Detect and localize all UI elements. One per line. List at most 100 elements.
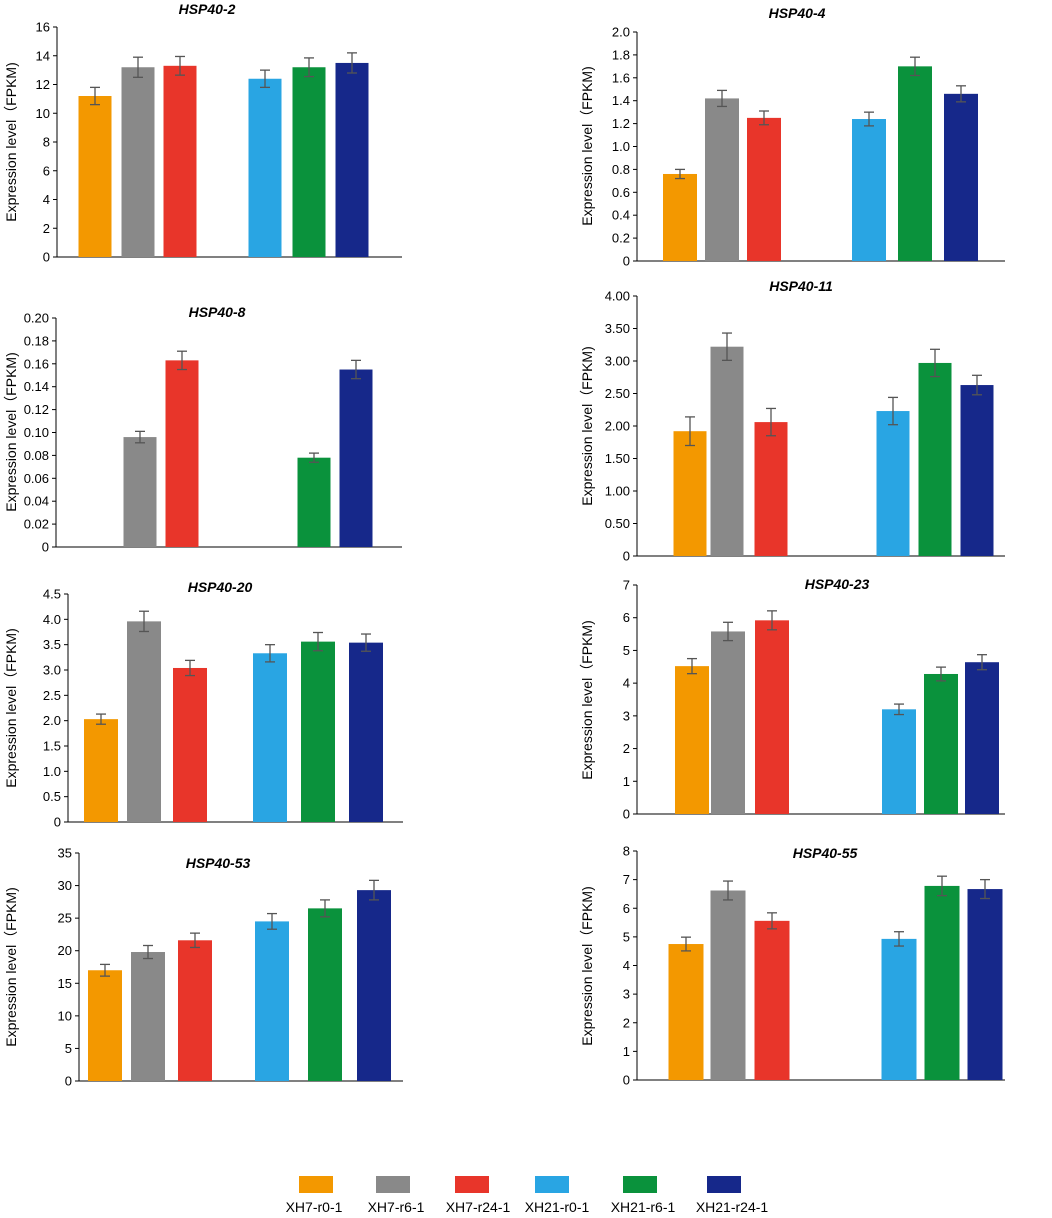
y-tick-label: 5 xyxy=(65,1041,72,1056)
bar-xh7-r0-1 xyxy=(673,431,707,556)
bar-xh21-r24-1 xyxy=(960,385,994,556)
y-tick-label: 2.0 xyxy=(612,25,630,40)
legend-swatch xyxy=(376,1176,410,1193)
y-axis-label: Expression level（FPKM) xyxy=(579,886,595,1046)
bar-xh7-r6-1 xyxy=(705,98,739,261)
error-bar xyxy=(888,396,898,426)
y-axis-label: Expression level（FPKM) xyxy=(579,346,595,506)
bar-xh7-r6-1 xyxy=(131,952,165,1081)
y-tick-label: 0.6 xyxy=(612,185,630,200)
error-bar xyxy=(96,713,106,725)
error-bar xyxy=(185,659,195,677)
legend-item-xh7-r0-1: XH7-r0-1 xyxy=(286,1176,343,1215)
y-tick-label: 2 xyxy=(623,1015,630,1030)
legend-label: XH7-r6-1 xyxy=(368,1199,425,1215)
chart-panel-hsp40-4: HSP40-4 0 0.2 0.4 0.6 0.8 1.0 1.2 1.4 1.6 1.8 2.0 Ex… xyxy=(579,5,1005,269)
y-tick-label: 1.8 xyxy=(612,47,630,62)
error-bar xyxy=(759,110,769,126)
y-tick-label: 0.20 xyxy=(24,311,49,326)
error-bar xyxy=(100,963,110,977)
y-tick-label: 6 xyxy=(43,163,50,178)
y-tick-label: 5 xyxy=(623,643,630,658)
y-tick-label: 3.00 xyxy=(605,354,630,369)
error-bar xyxy=(723,880,733,901)
y-tick-label: 8 xyxy=(43,135,50,150)
y-axis-label: Expression level（FPKM) xyxy=(579,620,595,780)
y-tick-label: 0 xyxy=(65,1074,72,1089)
error-bar xyxy=(190,932,200,949)
y-tick-label: 2 xyxy=(43,221,50,236)
y-tick-label: 0.04 xyxy=(24,494,49,509)
y-tick-label: 15 xyxy=(58,976,72,991)
bar-xh21-r6-1 xyxy=(918,362,952,556)
y-tick-label: 25 xyxy=(58,911,72,926)
y-tick-label: 0 xyxy=(623,807,630,822)
y-tick-label: 0 xyxy=(623,549,630,564)
bar-xh21-r0-1 xyxy=(876,411,910,556)
bar-xh7-r0-1 xyxy=(668,944,704,1080)
chart-title: HSP40-55 xyxy=(793,845,858,861)
chart-title: HSP40-8 xyxy=(189,304,246,320)
y-tick-label: 6 xyxy=(623,901,630,916)
y-tick-label: 1.6 xyxy=(612,70,630,85)
bar-xh7-r0-1 xyxy=(84,719,118,822)
bar-xh7-r24-1 xyxy=(178,940,212,1081)
y-tick-label: 0.10 xyxy=(24,425,49,440)
y-tick-label: 20 xyxy=(58,943,72,958)
y-tick-label: 0 xyxy=(623,1073,630,1088)
legend: XH7-r0-1 XH7-r6-1 XH7-r24-1 XH21-r0-1 XH21-r… xyxy=(286,1176,768,1215)
error-bar xyxy=(980,878,990,900)
error-bar xyxy=(723,621,733,642)
bar-xh7-r6-1 xyxy=(121,67,155,257)
legend-swatch xyxy=(707,1176,741,1193)
y-tick-label: 1 xyxy=(623,1044,630,1059)
bar-xh21-r0-1 xyxy=(881,938,917,1080)
error-bar xyxy=(177,350,187,371)
bar-xh21-r24-1 xyxy=(967,889,1003,1080)
bar-xh21-r24-1 xyxy=(339,369,373,547)
chart-title: HSP40-11 xyxy=(769,278,833,294)
error-bar xyxy=(767,610,777,631)
y-tick-label: 4.00 xyxy=(605,289,630,304)
y-tick-label: 2.0 xyxy=(43,713,61,728)
bar-xh7-r24-1 xyxy=(755,620,789,814)
chart-title: HSP40-20 xyxy=(188,579,253,595)
legend-swatch xyxy=(535,1176,569,1193)
error-bar xyxy=(90,86,100,106)
y-axis-label: Expression level（FPKM) xyxy=(3,628,19,788)
bar-xh21-r6-1 xyxy=(297,457,331,547)
y-tick-label: 0 xyxy=(54,815,61,830)
legend-swatch xyxy=(623,1176,657,1193)
error-bar xyxy=(304,57,314,78)
legend-item-xh21-r24-1: XH21-r24-1 xyxy=(696,1176,768,1215)
bar-xh7-r6-1 xyxy=(127,621,161,822)
bar-xh7-r0-1 xyxy=(88,970,122,1081)
error-bar xyxy=(687,657,697,675)
error-bar xyxy=(936,666,946,682)
legend-swatch xyxy=(455,1176,489,1193)
y-tick-label: 0.2 xyxy=(612,231,630,246)
chart-title: HSP40-53 xyxy=(186,855,251,871)
y-tick-label: 3.5 xyxy=(43,637,61,652)
chart-panel-hsp40-55: HSP40-55 0 1 2 3 4 5 6 7 8 Expression level（FPKM) xyxy=(579,844,1005,1088)
bar-xh21-r24-1 xyxy=(349,642,383,822)
y-tick-label: 0.16 xyxy=(24,356,49,371)
error-bar xyxy=(977,654,987,671)
chart-title: HSP40-4 xyxy=(769,5,826,21)
y-tick-label: 0 xyxy=(623,254,630,269)
bar-xh21-r24-1 xyxy=(335,62,369,257)
y-tick-label: 2.00 xyxy=(605,419,630,434)
legend-item-xh7-r6-1: XH7-r6-1 xyxy=(368,1176,425,1215)
bar-xh21-r6-1 xyxy=(292,67,326,257)
y-tick-label: 8 xyxy=(623,844,630,859)
y-tick-label: 0.8 xyxy=(612,162,630,177)
chart-panel-hsp40-8: HSP40-8 0 0.02 0.04 0.06 0.08 0.10 0.12 0.14 0.16… xyxy=(3,304,402,555)
error-bar xyxy=(267,912,277,930)
y-axis-label: Expression level（FPKM) xyxy=(3,62,19,222)
error-bar xyxy=(956,85,966,103)
y-tick-label: 0.14 xyxy=(24,379,49,394)
bar-xh7-r24-1 xyxy=(754,422,788,556)
bar-xh21-r6-1 xyxy=(308,908,342,1081)
y-tick-label: 6 xyxy=(623,610,630,625)
